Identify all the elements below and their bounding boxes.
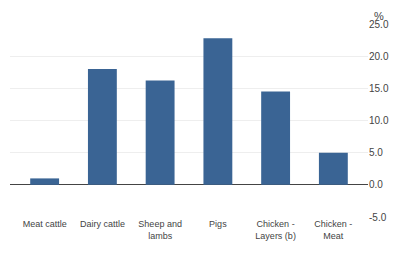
svg-text:%: % bbox=[374, 10, 384, 22]
svg-text:15.0: 15.0 bbox=[369, 83, 389, 94]
svg-text:Dairy cattle: Dairy cattle bbox=[80, 219, 125, 229]
svg-text:25.0: 25.0 bbox=[369, 19, 389, 30]
svg-text:Meat cattle: Meat cattle bbox=[23, 219, 67, 229]
svg-text:Pigs: Pigs bbox=[209, 219, 227, 229]
svg-text:-5.0: -5.0 bbox=[369, 212, 387, 223]
svg-text:10.0: 10.0 bbox=[369, 115, 389, 126]
svg-text:5.0: 5.0 bbox=[369, 147, 383, 158]
svg-text:0.0: 0.0 bbox=[369, 179, 383, 190]
svg-text:Sheep andlambs: Sheep andlambs bbox=[138, 219, 182, 241]
svg-text:Chicken -Layers (b): Chicken -Layers (b) bbox=[255, 219, 296, 241]
svg-text:Chicken -Meat: Chicken -Meat bbox=[314, 219, 352, 241]
svg-text:20.0: 20.0 bbox=[369, 51, 389, 62]
